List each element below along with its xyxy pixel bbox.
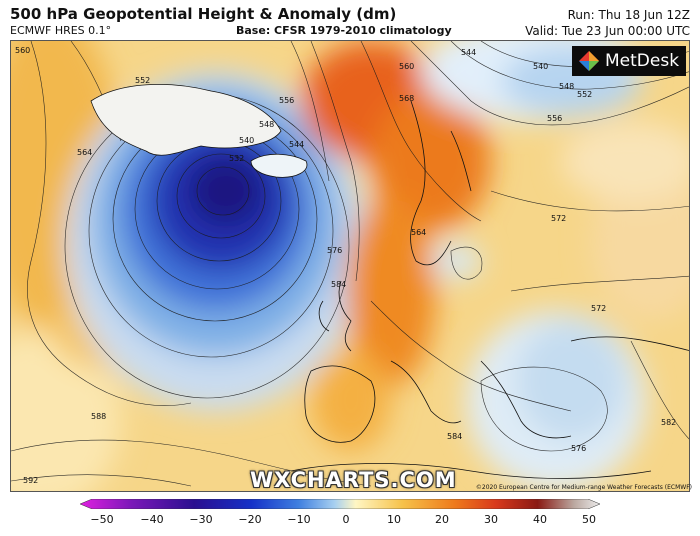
climatology-base: Base: CFSR 1979-2010 climatology [236, 24, 452, 37]
colorbar-tick: −30 [189, 513, 213, 526]
contour-label: 564 [77, 148, 92, 157]
metdesk-logo-icon [579, 51, 599, 71]
contour-label: 560 [399, 62, 414, 71]
wxcharts-watermark: WXCHARTS.COM [250, 468, 457, 492]
contour-label: 556 [547, 114, 562, 123]
colorbar-tick: 30 [484, 513, 498, 526]
colorbar-tick: 20 [435, 513, 449, 526]
map-svg: 560 552 564 548 540 532 544 556 568 576 … [11, 41, 689, 491]
valid-time: Valid: Tue 23 Jun 00:00 UTC [525, 24, 690, 38]
contour-label: 582 [661, 418, 676, 427]
contour-label: 544 [289, 140, 304, 149]
anomaly-colorbar [80, 499, 600, 509]
contour-label: 572 [591, 304, 606, 313]
contour-label: 568 [399, 94, 414, 103]
colorbar-tick: 0 [342, 513, 350, 526]
anomaly-map: 560 552 564 548 540 532 544 556 568 576 … [10, 40, 690, 492]
contour-label: 588 [91, 412, 106, 421]
colorbar-tick: 50 [582, 513, 596, 526]
colorbar-tick: 10 [387, 513, 401, 526]
metdesk-logo: MetDesk [572, 46, 686, 76]
contour-label: 564 [411, 228, 426, 237]
contour-label: 548 [559, 82, 574, 91]
contour-label: 540 [239, 136, 254, 145]
contour-label: 532 [229, 154, 244, 163]
contour-labels: 560 552 564 548 540 532 544 556 568 576 … [15, 46, 676, 485]
contour-label: 576 [327, 246, 342, 255]
coastlines [90, 84, 689, 479]
contour-label: 592 [23, 476, 38, 485]
contour-label: 556 [279, 96, 294, 105]
colorbar-tick: −10 [287, 513, 311, 526]
contour-label: 552 [577, 90, 592, 99]
model-name: ECMWF HRES 0.1° [10, 24, 112, 37]
contour-label: 552 [135, 76, 150, 85]
chart-header: 500 hPa Geopotential Height & Anomaly (d… [0, 0, 700, 38]
contour-label: 560 [15, 46, 30, 55]
run-time: Run: Thu 18 Jun 12Z [567, 8, 690, 22]
colorbar-tick: 40 [533, 513, 547, 526]
contour-label: 572 [551, 214, 566, 223]
contour-label: 544 [461, 48, 476, 57]
contour-label: 576 [571, 444, 586, 453]
colorbar-tick: −20 [238, 513, 262, 526]
contour-label: 540 [533, 62, 548, 71]
contour-label: 584 [447, 432, 462, 441]
chart-title: 500 hPa Geopotential Height & Anomaly (d… [10, 5, 397, 23]
colorbar-tick: −50 [90, 513, 114, 526]
copyright-text: ©2020 European Centre for Medium-range W… [475, 484, 692, 491]
contour-label: 584 [331, 280, 346, 289]
colorbar-tick: −40 [140, 513, 164, 526]
contour-label: 548 [259, 120, 274, 129]
metdesk-logo-text: MetDesk [605, 51, 680, 71]
